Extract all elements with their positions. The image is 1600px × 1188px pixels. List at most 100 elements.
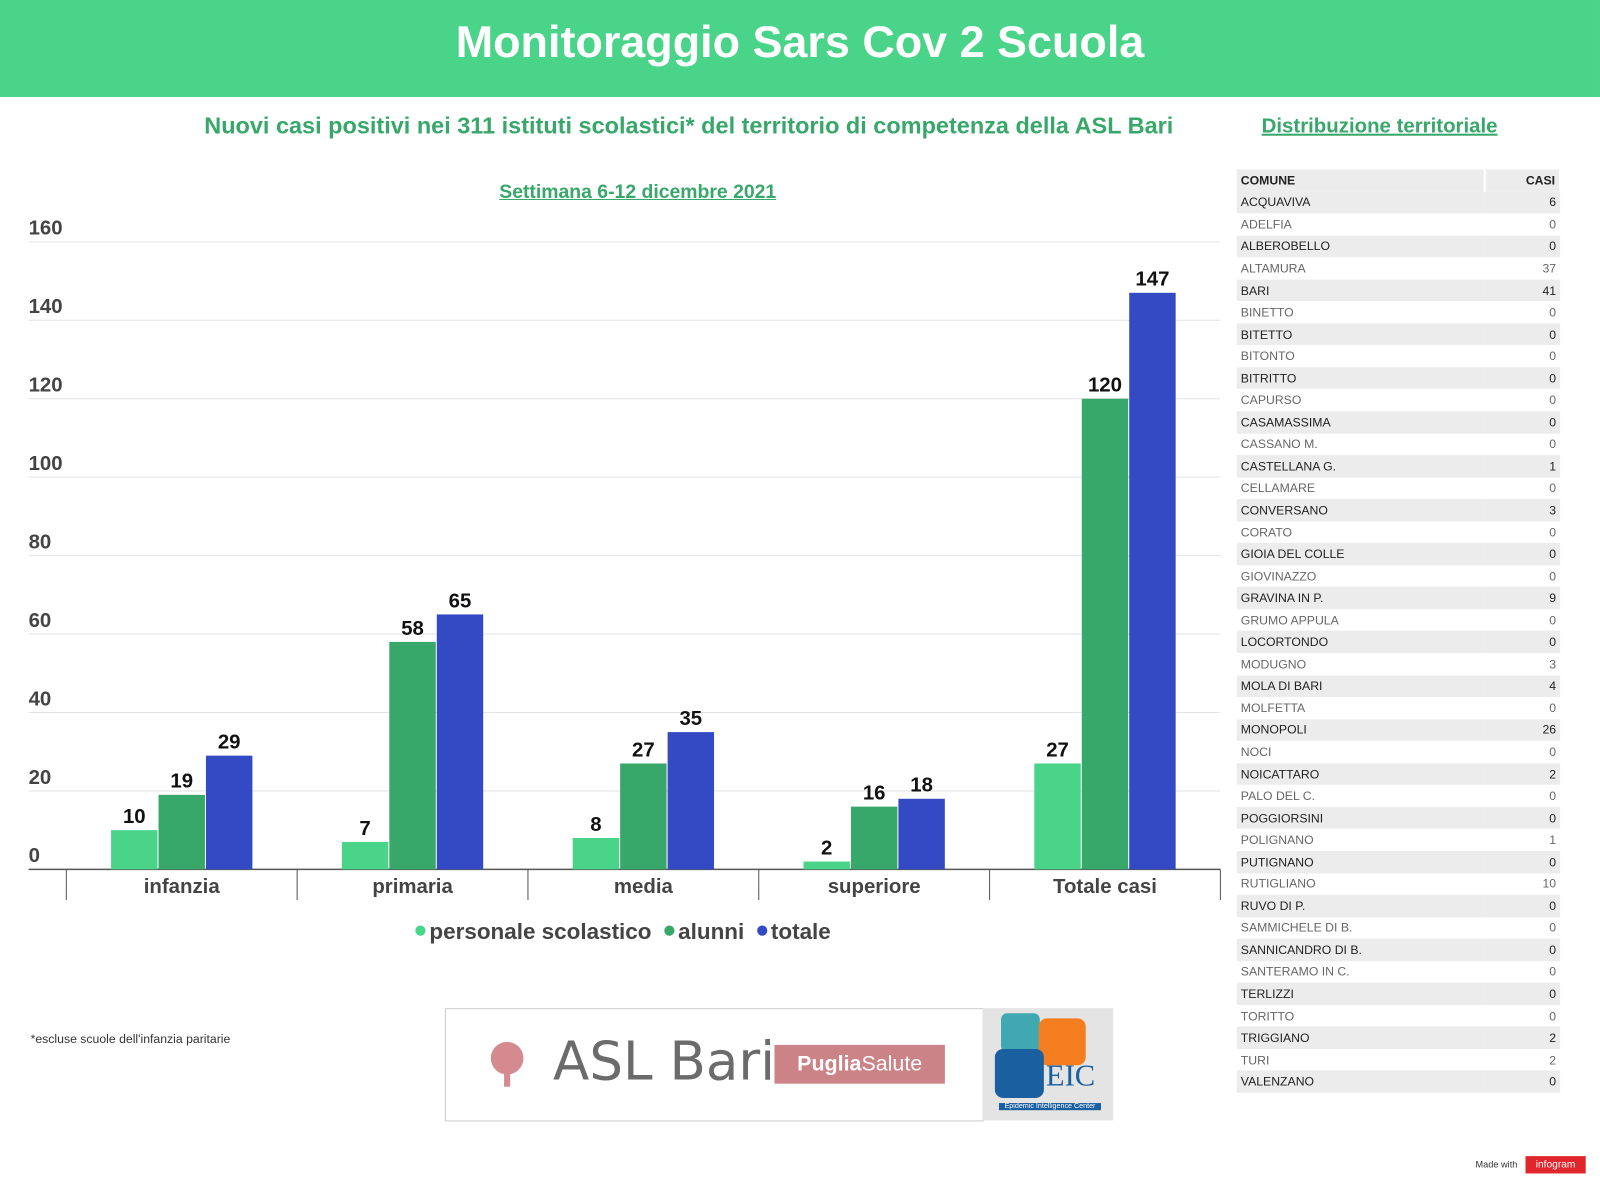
y-tick-label: 120 — [29, 375, 63, 397]
bar-personale — [1034, 763, 1081, 870]
cell-comune: MODUGNO — [1240, 656, 1307, 672]
cell-comune: ALTAMURA — [1240, 261, 1306, 276]
cell-casi: 6 — [1484, 191, 1561, 214]
cell-casi: 0 — [1549, 437, 1557, 452]
bar-alunni — [1081, 398, 1129, 870]
y-tick-label: 80 — [29, 531, 52, 553]
cell-casi: 2 — [1484, 1026, 1561, 1049]
bar-alunni — [850, 806, 898, 870]
cell-casi: 9 — [1484, 587, 1561, 610]
table-row: ALTAMURA 37 — [1237, 257, 1560, 279]
table-row: CASSANO M. 0 — [1237, 433, 1560, 455]
footnote: *escluse scuole dell'infanzia paritarie — [30, 1031, 231, 1046]
table-row: PALO DEL C. 0 — [1237, 785, 1560, 807]
salute-text: Salute — [861, 1052, 923, 1076]
cell-comune: MONOPOLI — [1236, 719, 1485, 742]
table-row: CAPURSO 0 — [1237, 389, 1560, 411]
table-row: CONVERSANO 3 — [1236, 499, 1561, 522]
cell-casi: 0 — [1484, 894, 1561, 917]
cell-casi: 0 — [1484, 806, 1561, 829]
cell-comune: SAMMICHELE DI B. — [1240, 920, 1353, 936]
cell-comune: SANTERAMO IN C. — [1240, 964, 1350, 980]
y-tick-label: 100 — [29, 453, 63, 475]
cell-casi: 0 — [1549, 788, 1557, 804]
cell-comune: TURI — [1240, 1052, 1270, 1067]
cell-comune: TORITTO — [1240, 1008, 1295, 1023]
cell-comune: CONVERSANO — [1236, 499, 1485, 522]
cell-casi: 0 — [1549, 349, 1557, 364]
cell-comune: POLIGNANO — [1240, 832, 1314, 848]
table-row: RUVO DI P. 0 — [1236, 894, 1561, 917]
x-tick-label: media — [614, 876, 674, 898]
data-label: 18 — [910, 775, 933, 797]
cell-comune: GRAVINA IN P. — [1236, 587, 1485, 610]
legend: personale scolastico alunni totale — [0, 918, 1240, 945]
cell-comune: GIOIA DEL COLLE — [1236, 543, 1485, 566]
cell-comune: TERLIZZI — [1236, 982, 1485, 1005]
table-row: BITRITTO 0 — [1236, 367, 1561, 390]
table-row: SAMMICHELE DI B. 0 — [1237, 917, 1560, 939]
asl-logo-text: ASL Bari — [553, 1031, 775, 1093]
cell-casi: 0 — [1549, 305, 1557, 320]
cell-comune: CASSANO M. — [1240, 437, 1318, 452]
puglia-salute-logo: PugliaSalute — [774, 1044, 945, 1084]
made-with-infogram[interactable]: Made with infogram — [1475, 1156, 1586, 1174]
tree-icon — [490, 1041, 524, 1087]
data-label: 27 — [632, 739, 655, 761]
table-row: POLIGNANO 1 — [1237, 829, 1560, 851]
cell-casi: 0 — [1549, 568, 1557, 584]
cell-comune: ACQUAVIVA — [1236, 191, 1485, 214]
cell-casi: 3 — [1484, 499, 1561, 522]
data-label: 65 — [449, 590, 472, 612]
cell-comune: VALENZANO — [1236, 1070, 1485, 1093]
week-label[interactable]: Settimana 6-12 dicembre 2021 — [499, 181, 777, 204]
data-label: 8 — [590, 814, 601, 836]
table-row: ACQUAVIVA 6 — [1236, 191, 1561, 214]
cell-casi: 0 — [1549, 612, 1557, 628]
table-title[interactable]: Distribuzione territoriale — [1261, 115, 1498, 138]
cell-casi: 0 — [1484, 1070, 1561, 1093]
cell-casi: 0 — [1549, 700, 1557, 716]
bar-totale — [436, 614, 484, 870]
data-label: 27 — [1046, 739, 1069, 761]
x-tick-label: primaria — [372, 876, 453, 898]
cell-casi: 0 — [1484, 938, 1561, 961]
cell-comune: BITRITTO — [1236, 367, 1485, 390]
cell-casi: 0 — [1549, 964, 1557, 980]
virus-icon — [1001, 1013, 1040, 1053]
eic-text: EIC — [1045, 1059, 1096, 1093]
bar-totale — [205, 755, 253, 870]
cell-comune: ALBEROBELLO — [1236, 235, 1485, 258]
bar-personale — [572, 838, 620, 870]
cell-casi: 0 — [1549, 481, 1557, 496]
table-row: ALBEROBELLO 0 — [1236, 235, 1561, 258]
table-row: MOLFETTA 0 — [1237, 697, 1560, 719]
cell-comune: POGGIORSINI — [1236, 806, 1485, 829]
cell-comune: BITONTO — [1240, 349, 1295, 364]
brain-icon — [1038, 1018, 1086, 1066]
eic-logo: EIC Epidemic Intelligence Center — [982, 1008, 1114, 1121]
cell-casi: 26 — [1484, 719, 1561, 742]
cell-casi: 1 — [1484, 455, 1561, 478]
data-label: 35 — [679, 708, 702, 730]
cell-casi: 0 — [1484, 543, 1561, 566]
data-label: 58 — [401, 618, 424, 640]
table-row: MOLA DI BARI 4 — [1236, 675, 1561, 698]
header-casi: CASI — [1484, 169, 1562, 192]
table-row: GRUMO APPULA 0 — [1237, 609, 1560, 631]
puglia-text: Puglia — [797, 1052, 862, 1076]
eic-caption: Epidemic Intelligence Center — [998, 1103, 1102, 1111]
bar-totale — [1129, 292, 1176, 870]
table-row: NOICATTARO 2 — [1236, 763, 1561, 786]
cell-casi: 0 — [1484, 367, 1561, 390]
cell-casi: 10 — [1542, 876, 1557, 892]
page-title: Monitoraggio Sars Cov 2 Scuola — [455, 17, 1145, 68]
table-row: SANTERAMO IN C. 0 — [1237, 961, 1560, 983]
made-with-text: Made with — [1475, 1159, 1518, 1170]
data-label: 19 — [170, 771, 193, 793]
cell-comune: NOICATTARO — [1236, 763, 1485, 786]
table-row: LOCORTONDO 0 — [1236, 631, 1561, 654]
table-row: CELLAMARE 0 — [1237, 477, 1560, 499]
table-row: MONOPOLI 26 — [1236, 719, 1561, 742]
